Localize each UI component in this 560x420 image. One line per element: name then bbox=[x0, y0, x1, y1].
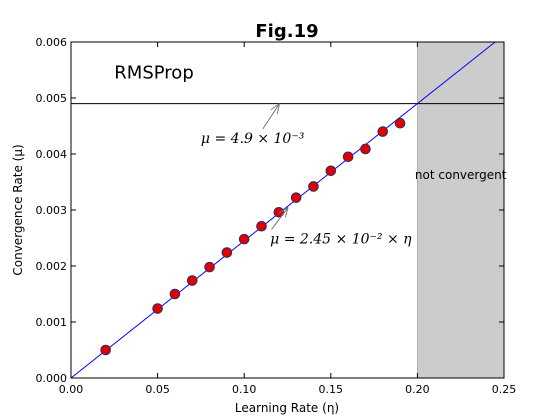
y-tick-label: 0.000 bbox=[36, 372, 68, 385]
data-point bbox=[256, 220, 267, 232]
annotation-text: μ = 2.45 × 10⁻² × η bbox=[270, 232, 412, 248]
data-point bbox=[221, 247, 233, 258]
y-tick-label: 0.005 bbox=[36, 92, 68, 105]
data-point bbox=[100, 344, 111, 356]
y-tick-label: 0.006 bbox=[36, 36, 68, 49]
x-axis-label: Learning Rate (η) bbox=[235, 401, 339, 415]
y-tick-label: 0.002 bbox=[36, 260, 68, 273]
shaded-region-label: not convergent bbox=[415, 168, 507, 182]
y-tick-label: 0.004 bbox=[36, 148, 68, 161]
data-point bbox=[325, 165, 337, 177]
y-tick-label: 0.001 bbox=[36, 316, 68, 329]
data-point bbox=[238, 233, 250, 245]
method-label: RMSProp bbox=[114, 62, 193, 83]
x-tick-label: 0.25 bbox=[492, 383, 517, 396]
x-tick-label: 0.00 bbox=[59, 383, 84, 396]
data-point bbox=[360, 143, 371, 155]
shaded-region-not-convergent bbox=[417, 41, 505, 379]
y-axis-label: Convergence Rate (μ) bbox=[11, 144, 25, 275]
data-point bbox=[186, 275, 198, 286]
x-tick-label: 0.15 bbox=[319, 383, 344, 396]
annotation-arrow bbox=[271, 208, 288, 230]
y-tick-label: 0.003 bbox=[36, 204, 68, 217]
data-point bbox=[204, 261, 215, 273]
data-point bbox=[290, 192, 302, 203]
data-point bbox=[152, 303, 163, 314]
plot-area: 0.00 0.05 0.10 0.15 0.20 0.25 0.000 0.001 0.002 0… bbox=[36, 36, 517, 396]
x-tick-label: 0.05 bbox=[145, 383, 170, 396]
chart-title: Fig.19 bbox=[255, 21, 318, 42]
data-point bbox=[308, 181, 319, 192]
data-point bbox=[342, 151, 354, 163]
data-point bbox=[394, 117, 406, 129]
data-point bbox=[169, 288, 181, 300]
x-tick-label: 0.20 bbox=[405, 383, 430, 396]
x-tick-label: 0.10 bbox=[232, 383, 257, 396]
data-point bbox=[377, 126, 389, 137]
annotation-arrow bbox=[262, 105, 279, 130]
annotation-text: μ = 4.9 × 10⁻³ bbox=[201, 131, 305, 147]
